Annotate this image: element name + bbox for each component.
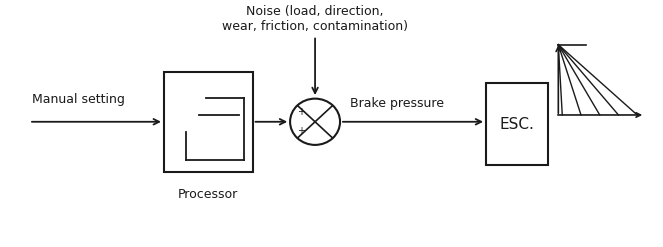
Text: Brake pressure: Brake pressure	[350, 97, 444, 110]
Bar	[486, 83, 548, 165]
Text: +: +	[297, 126, 306, 137]
Text: ESC.: ESC.	[500, 117, 534, 132]
Ellipse shape	[290, 99, 340, 145]
Text: +: +	[297, 107, 306, 117]
Text: Processor: Processor	[178, 187, 239, 201]
Text: Noise (load, direction,
wear, friction, contamination): Noise (load, direction, wear, friction, …	[222, 5, 408, 33]
Text: Manual setting: Manual setting	[32, 93, 125, 106]
Bar	[164, 72, 253, 172]
